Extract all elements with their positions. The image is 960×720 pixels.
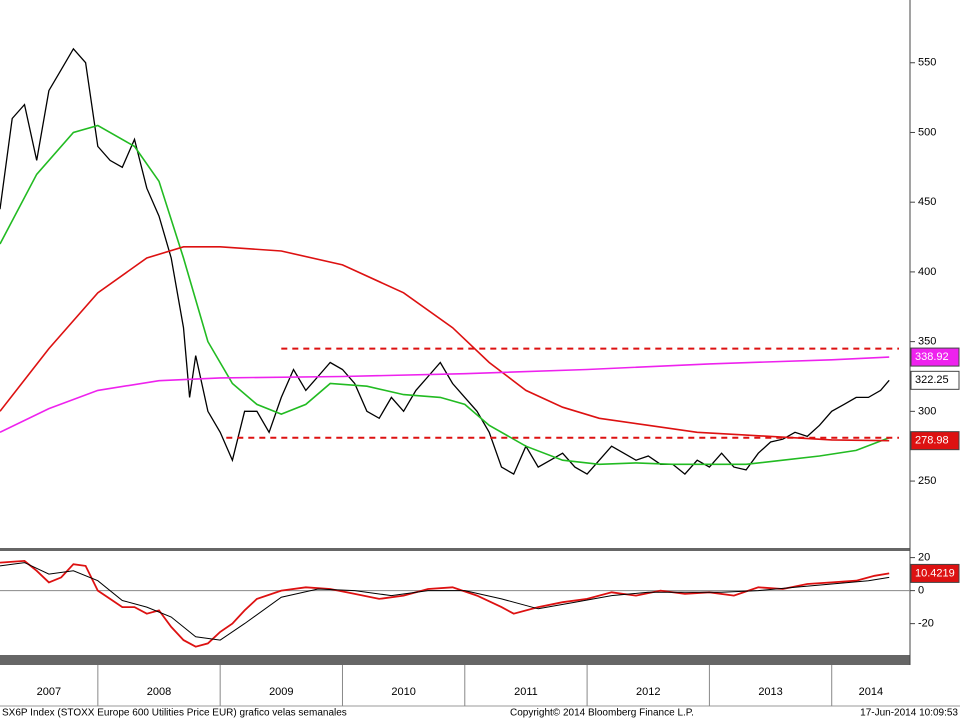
- x-tick-label: 2010: [391, 686, 415, 698]
- x-tick-label: 2012: [636, 686, 660, 698]
- series-line: [0, 562, 890, 641]
- x-tick-label: 2011: [514, 686, 538, 698]
- y-tick-label: 550: [918, 57, 936, 69]
- footer-left: SX6P Index (STOXX Europe 600 Utilities P…: [2, 708, 347, 719]
- footer-center: Copyright© 2014 Bloomberg Finance L.P.: [510, 708, 694, 719]
- series-line: [0, 246, 890, 442]
- last-value-box: [910, 370, 960, 390]
- volume-strip: [0, 655, 910, 665]
- last-value-label: 338.92: [915, 351, 949, 363]
- x-tick-label: 2013: [758, 686, 782, 698]
- last-value-label: 10.4219: [915, 567, 955, 579]
- series-line: [0, 124, 890, 466]
- y-tick-label: 0: [918, 585, 924, 597]
- y-tick-label: -20: [918, 618, 934, 630]
- last-value-box: [910, 347, 960, 367]
- series-line: [0, 559, 890, 648]
- last-value-box: [910, 563, 960, 583]
- last-value-label: 278.98: [915, 435, 949, 447]
- y-tick-label: 500: [918, 126, 936, 138]
- last-value-label: 322.25: [915, 374, 949, 386]
- y-tick-label: 20: [918, 552, 930, 564]
- y-tick-label: 250: [918, 475, 936, 487]
- series-line: [0, 356, 890, 434]
- x-tick-label: 2014: [859, 686, 883, 698]
- y-tick-label: 350: [918, 336, 936, 348]
- last-value-box: [910, 431, 960, 451]
- x-tick-label: 2008: [147, 686, 171, 698]
- x-tick-label: 2007: [37, 686, 61, 698]
- footer-right: 17-Jun-2014 10:09:53: [860, 708, 958, 719]
- x-tick-label: 2009: [269, 686, 293, 698]
- y-tick-label: 450: [918, 196, 936, 208]
- series-line: [0, 47, 890, 476]
- y-tick-label: 300: [918, 405, 936, 417]
- panel-divider: [0, 548, 910, 551]
- y-tick-label: 400: [918, 266, 936, 278]
